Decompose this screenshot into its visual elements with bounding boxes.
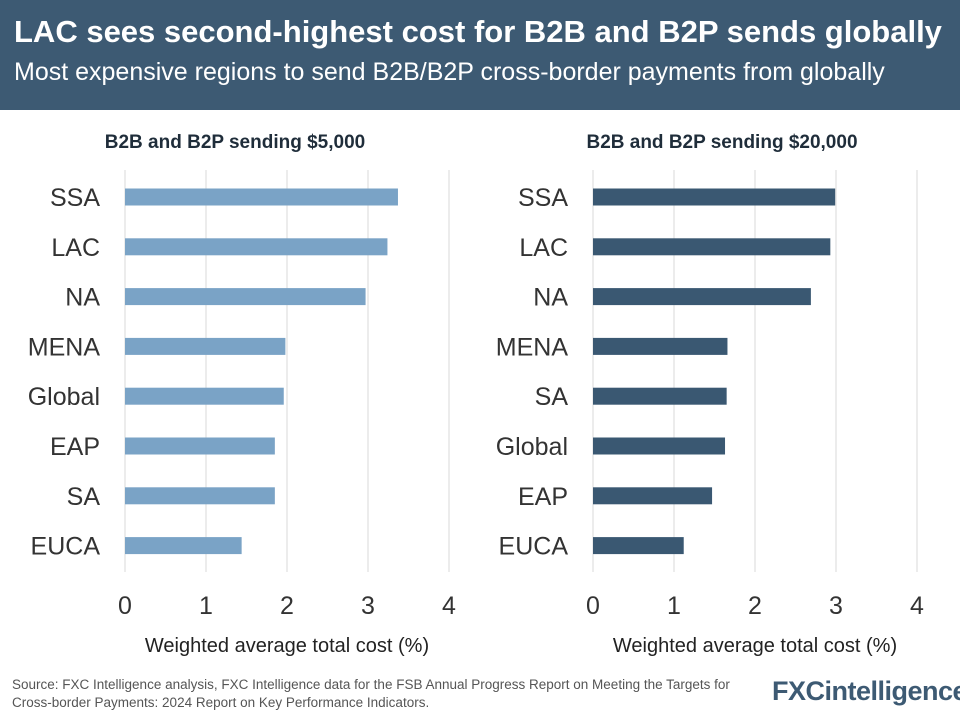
- x-tick-label: 3: [361, 592, 375, 620]
- bar-lac: [125, 238, 388, 256]
- category-label: EUCA: [499, 533, 569, 561]
- category-label: LAC: [51, 234, 100, 262]
- x-tick-label: 2: [748, 592, 762, 620]
- bar-na: [593, 288, 811, 306]
- bar-lac: [593, 238, 831, 256]
- brand-logo: FXCintelligence: [772, 676, 960, 706]
- bar-mena: [125, 337, 286, 355]
- bar-global: [125, 387, 284, 405]
- x-tick-label: 3: [829, 592, 843, 620]
- chart-left: B2B and B2P sending $5,000 0 1 2 3 4 SSA LAC NA M…: [28, 132, 456, 657]
- category-label: EAP: [518, 483, 568, 511]
- bar-global: [593, 437, 726, 455]
- x-tick-label: 0: [586, 592, 600, 620]
- chart-right: B2B and B2P sending $20,000 0 1 2 3 4 SSA LAC NA…: [496, 132, 924, 657]
- x-axis-label: Weighted average total cost (%): [613, 635, 897, 657]
- header-banner: LAC sees second-highest cost for B2B and…: [0, 0, 960, 110]
- x-tick-label: 2: [280, 592, 294, 620]
- x-tick-label: 1: [199, 592, 213, 620]
- category-label: NA: [533, 284, 568, 312]
- x-tick-label: 0: [118, 592, 132, 620]
- category-label: EUCA: [31, 533, 101, 561]
- category-label: MENA: [496, 333, 569, 361]
- page-title: LAC sees second-highest cost for B2B and…: [14, 14, 942, 49]
- x-tick-label: 4: [442, 592, 456, 620]
- x-tick-label: 1: [667, 592, 681, 620]
- source-note: Source: FXC Intelligence analysis, FXC I…: [12, 677, 730, 710]
- category-label: SA: [67, 483, 101, 511]
- category-label: LAC: [519, 234, 568, 262]
- x-axis-label: Weighted average total cost (%): [145, 635, 429, 657]
- bar-eap: [593, 487, 713, 505]
- bar-eap: [125, 437, 275, 455]
- bar-euca: [593, 537, 684, 555]
- category-label: NA: [65, 284, 100, 312]
- page-subtitle: Most expensive regions to send B2B/B2P c…: [14, 58, 885, 86]
- chart-title: B2B and B2P sending $5,000: [105, 132, 365, 153]
- bar-mena: [593, 337, 728, 355]
- category-label: EAP: [50, 433, 100, 461]
- bar-euca: [125, 537, 242, 555]
- category-label: Global: [496, 433, 568, 461]
- category-label: MENA: [28, 333, 101, 361]
- category-label: Global: [28, 383, 100, 411]
- bar-sa: [593, 387, 727, 405]
- x-tick-label: 4: [910, 592, 924, 620]
- bar-sa: [125, 487, 275, 505]
- category-label: SA: [535, 383, 569, 411]
- bar-ssa: [593, 188, 836, 206]
- bar-na: [125, 288, 366, 306]
- category-label: SSA: [50, 184, 100, 212]
- category-label: SSA: [518, 184, 568, 212]
- bar-ssa: [125, 188, 398, 206]
- chart-title: B2B and B2P sending $20,000: [586, 132, 857, 153]
